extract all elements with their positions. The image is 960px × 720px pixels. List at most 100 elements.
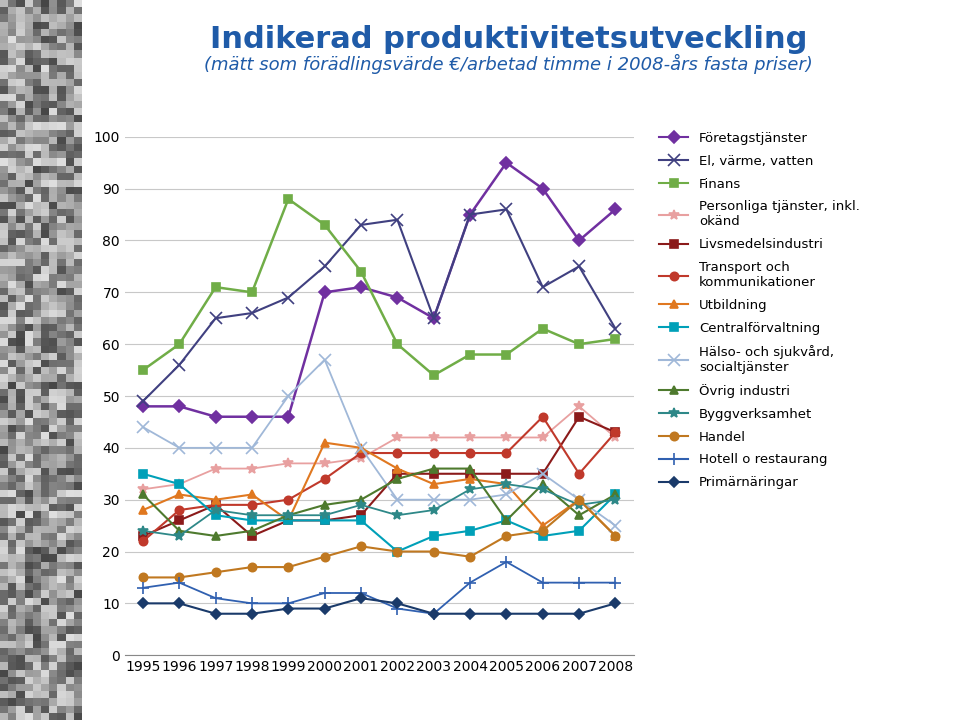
Utbildning xyxy=(210,495,222,504)
Line: Övrig industri: Övrig industri xyxy=(139,464,619,540)
Transport och kommunikationer xyxy=(174,505,185,514)
El, värme, vatten xyxy=(392,215,403,224)
Hotell o restaurang xyxy=(282,599,294,608)
Livsmedelsindustri xyxy=(501,469,513,478)
Handel xyxy=(465,552,476,561)
Personliga tjänster, inkl. okänd xyxy=(355,454,367,462)
Utbildning xyxy=(137,505,149,514)
Personliga tjänster, inkl. okänd xyxy=(465,433,476,442)
Utbildning xyxy=(247,490,258,499)
Hälso- och sjukvård, socialtjänster xyxy=(355,444,367,452)
Primärnäringar xyxy=(210,609,222,618)
Företagstjänster xyxy=(465,210,476,219)
Övrig industri xyxy=(501,516,513,525)
Utbildning xyxy=(537,521,548,530)
Hotell o restaurang xyxy=(174,578,185,587)
Transport och kommunikationer xyxy=(428,449,440,457)
Personliga tjänster, inkl. okänd xyxy=(501,433,513,442)
Centralförvaltning xyxy=(137,469,149,478)
Livsmedelsindustri xyxy=(319,516,330,525)
Företagstjänster xyxy=(282,413,294,421)
Primärnäringar xyxy=(355,594,367,603)
Livsmedelsindustri xyxy=(210,500,222,509)
Hotell o restaurang xyxy=(392,604,403,613)
Företagstjänster xyxy=(355,283,367,292)
Byggverksamhet xyxy=(610,495,621,504)
Byggverksamhet xyxy=(137,526,149,535)
Övrig industri xyxy=(537,480,548,488)
Finans xyxy=(392,340,403,348)
El, värme, vatten xyxy=(573,262,585,271)
Transport och kommunikationer xyxy=(392,449,403,457)
Utbildning xyxy=(465,474,476,483)
Line: Personliga tjänster, inkl. okänd: Personliga tjänster, inkl. okänd xyxy=(138,402,620,494)
Hälso- och sjukvård, socialtjänster xyxy=(392,495,403,504)
Primärnäringar xyxy=(392,599,403,608)
Hälso- och sjukvård, socialtjänster xyxy=(137,423,149,431)
Centralförvaltning xyxy=(247,516,258,525)
Line: Hälso- och sjukvård, socialtjänster: Hälso- och sjukvård, socialtjänster xyxy=(137,354,621,531)
Line: Finans: Finans xyxy=(139,195,619,379)
Hälso- och sjukvård, socialtjänster xyxy=(465,495,476,504)
Finans xyxy=(355,267,367,276)
Transport och kommunikationer xyxy=(137,537,149,546)
Byggverksamhet xyxy=(573,500,585,509)
Personliga tjänster, inkl. okänd xyxy=(174,480,185,488)
Övrig industri xyxy=(319,500,330,509)
Transport och kommunikationer xyxy=(537,413,548,421)
Byggverksamhet xyxy=(355,500,367,509)
Hälso- och sjukvård, socialtjänster xyxy=(501,490,513,499)
Centralförvaltning xyxy=(392,547,403,556)
Primärnäringar xyxy=(573,609,585,618)
Primärnäringar xyxy=(137,599,149,608)
Line: Transport och kommunikationer: Transport och kommunikationer xyxy=(139,413,619,545)
Line: Företagstjänster: Företagstjänster xyxy=(139,158,619,421)
Hotell o restaurang xyxy=(428,609,440,618)
Övrig industri xyxy=(392,474,403,483)
Handel xyxy=(319,552,330,561)
El, värme, vatten xyxy=(319,262,330,271)
Hotell o restaurang xyxy=(573,578,585,587)
Personliga tjänster, inkl. okänd xyxy=(247,464,258,473)
Övrig industri xyxy=(465,464,476,473)
Primärnäringar xyxy=(537,609,548,618)
Livsmedelsindustri xyxy=(282,516,294,525)
Hotell o restaurang xyxy=(501,557,513,566)
El, värme, vatten xyxy=(501,205,513,214)
Line: Centralförvaltning: Centralförvaltning xyxy=(139,469,619,556)
Personliga tjänster, inkl. okänd xyxy=(392,433,403,442)
Primärnäringar xyxy=(247,609,258,618)
Byggverksamhet xyxy=(210,505,222,514)
Företagstjänster xyxy=(537,184,548,193)
Hotell o restaurang xyxy=(355,589,367,598)
Legend: Företagstjänster, El, värme, vatten, Finans, Personliga tjänster, inkl.
okänd, L: Företagstjänster, El, värme, vatten, Fin… xyxy=(654,127,865,495)
Text: (mätt som förädlingsvärde €/arbetad timme i 2008-års fasta priser): (mätt som förädlingsvärde €/arbetad timm… xyxy=(204,54,813,74)
Transport och kommunikationer xyxy=(319,474,330,483)
El, värme, vatten xyxy=(210,314,222,323)
Primärnäringar xyxy=(610,599,621,608)
Hotell o restaurang xyxy=(210,594,222,603)
Centralförvaltning xyxy=(210,511,222,520)
Hälso- och sjukvård, socialtjänster xyxy=(610,521,621,530)
Personliga tjänster, inkl. okänd xyxy=(137,485,149,494)
Utbildning xyxy=(319,438,330,447)
Övrig industri xyxy=(610,490,621,499)
Finans xyxy=(174,340,185,348)
Hälso- och sjukvård, socialtjänster xyxy=(247,444,258,452)
Line: Handel: Handel xyxy=(139,495,619,582)
Personliga tjänster, inkl. okänd xyxy=(537,433,548,442)
Centralförvaltning xyxy=(610,490,621,499)
Övrig industri xyxy=(210,531,222,540)
Handel xyxy=(501,531,513,540)
Livsmedelsindustri xyxy=(465,469,476,478)
Hotell o restaurang xyxy=(537,578,548,587)
Line: Hotell o restaurang: Hotell o restaurang xyxy=(137,557,621,619)
Primärnäringar xyxy=(501,609,513,618)
Transport och kommunikationer xyxy=(282,495,294,504)
El, värme, vatten xyxy=(537,283,548,292)
Hälso- och sjukvård, socialtjänster xyxy=(210,444,222,452)
El, värme, vatten xyxy=(247,309,258,318)
Byggverksamhet xyxy=(537,485,548,494)
Utbildning xyxy=(392,464,403,473)
Livsmedelsindustri xyxy=(174,516,185,525)
